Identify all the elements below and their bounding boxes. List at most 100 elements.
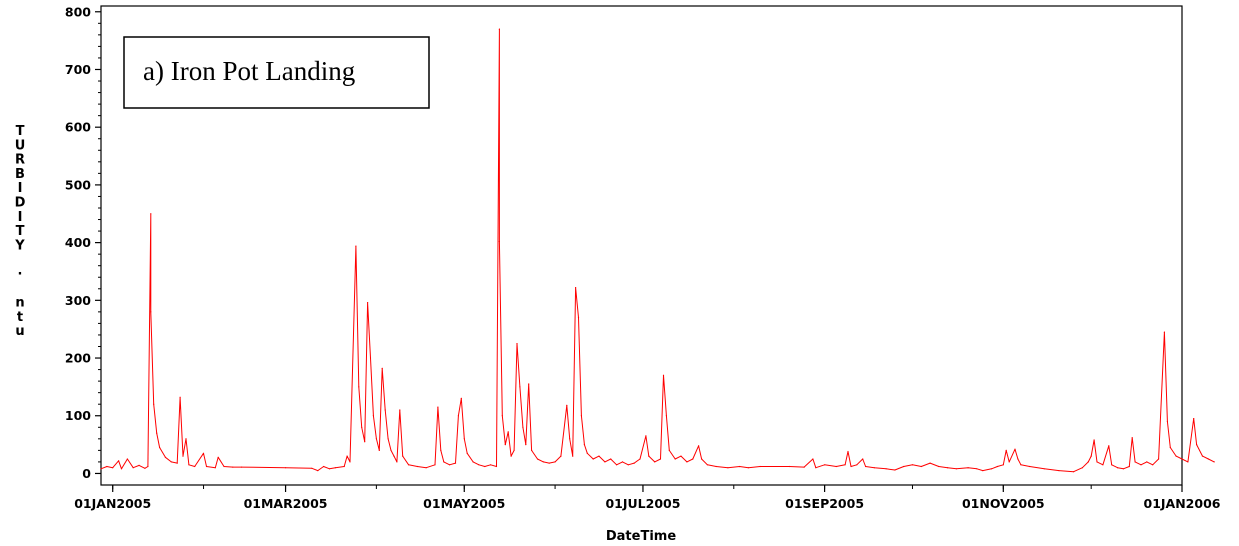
data-point [621,461,624,463]
data-point [865,465,867,468]
data-point [967,467,969,469]
data-point [727,467,729,469]
data-point [739,465,741,468]
data-point [1193,418,1195,420]
data-point [1152,464,1154,466]
data-point [214,467,216,469]
y-axis-label-char: T [16,224,25,239]
data-point [1058,470,1060,472]
data-point [466,452,468,454]
data-point [328,468,331,470]
data-point [1029,465,1031,468]
data-point [1002,464,1004,466]
data-point [894,469,896,471]
data-point [202,452,205,454]
data-point [484,465,486,468]
data-point [554,461,556,463]
data-point [112,467,114,469]
data-point [317,470,319,472]
x-axis-label: DateTime [606,529,676,544]
data-point [498,28,500,30]
data-point [598,455,600,457]
data-point [862,458,864,460]
data-point [1166,420,1168,423]
series-layer [100,28,1215,473]
data-point [132,467,134,469]
data-point [604,461,606,463]
data-point [633,462,635,464]
data-point [1140,464,1142,466]
data-point [364,441,366,443]
data-point [1131,437,1133,439]
data-point [698,445,700,447]
y-axis-label-char: u [15,324,24,339]
data-point [531,449,533,451]
x-axis: 01JAN2005 01MAR2005 01MAY2005 01JUL2005 01SE… [74,485,1221,511]
data-point [159,446,161,449]
data-point [519,386,521,388]
data-point [991,468,993,470]
data-point [1111,464,1113,466]
data-point [425,467,427,469]
data-point [824,464,826,466]
y-axis-label-char: I [18,181,23,196]
data-point [323,465,325,468]
data-point [674,458,676,460]
y-axis: 0 100 200 300 400 500 600 700 800 [65,4,101,481]
data-point [150,213,152,215]
data-point [510,455,512,457]
data-point [378,449,380,451]
y-axis-label-char: · [18,267,23,282]
data-point [1087,461,1089,463]
data-point [1093,439,1095,441]
data-point [982,470,984,472]
data-point [1163,331,1165,333]
data-point [1187,461,1189,463]
data-point [164,456,166,458]
y-tick-label: 200 [65,351,91,366]
data-point [100,468,102,470]
data-point [106,465,108,468]
data-point [610,458,612,460]
data-point [170,461,172,463]
data-point [358,386,360,388]
data-point [1169,446,1171,449]
data-point [528,383,530,385]
data-point [185,438,187,440]
data-point [542,461,545,463]
data-point [381,367,383,369]
data-point [1096,461,1098,463]
data-point [399,409,401,411]
data-point [1073,471,1075,473]
data-point [408,464,410,466]
data-point [179,396,181,398]
data-point [390,449,392,451]
x-tick-label: 01MAR2005 [244,496,328,511]
data-point [976,468,978,470]
data-point [1090,455,1092,457]
data-point [457,415,459,417]
data-point [692,458,694,460]
data-point [566,404,568,406]
data-point [443,461,445,463]
data-point [460,397,462,399]
data-point [387,438,389,440]
y-axis-label-char: U [15,138,26,153]
data-point [577,317,580,319]
data-point [812,458,814,460]
data-point [361,426,363,428]
data-point [1017,458,1019,460]
y-axis-label-char: R [15,153,25,168]
data-point [759,465,761,468]
data-point [367,302,369,304]
data-point [525,444,527,446]
data-point [1081,467,1083,469]
data-point [393,455,395,457]
data-point [668,449,670,451]
data-point [334,467,336,469]
annotation-box: a) Iron Pot Landing [123,36,430,109]
data-point [449,464,451,466]
data-point [416,465,418,468]
data-point [120,468,123,470]
